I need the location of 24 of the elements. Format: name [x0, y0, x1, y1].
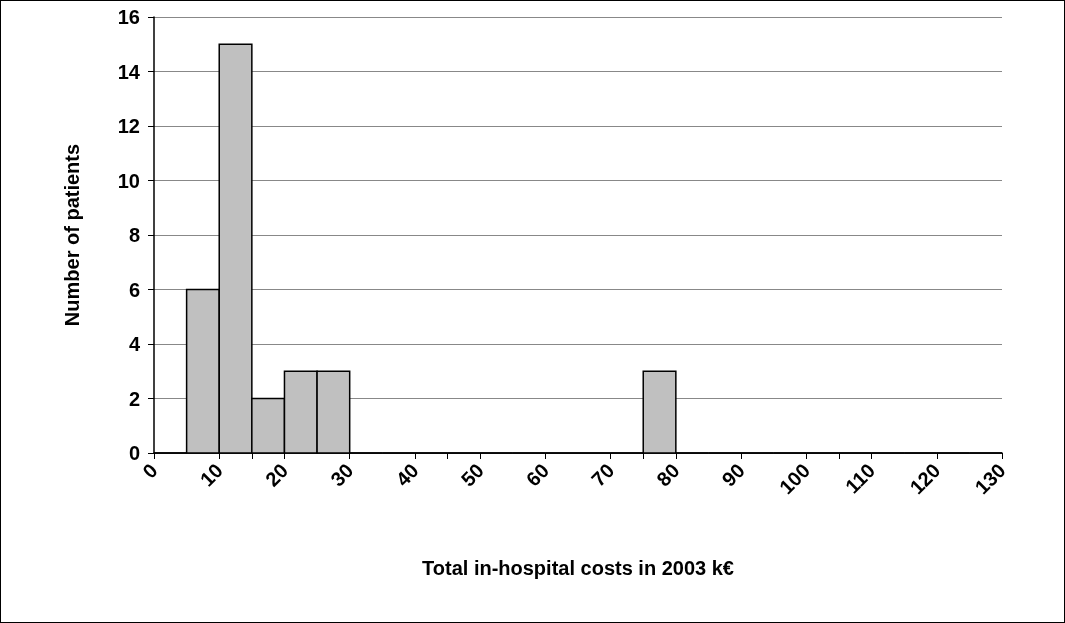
y-tick-label: 8 [128, 224, 140, 246]
x-tick-label: 120 [905, 459, 945, 499]
x-tick-label: 40 [391, 459, 423, 491]
x-tick-label: 70 [587, 459, 619, 491]
x-tick-label: 20 [260, 459, 293, 491]
x-tick-label: 80 [652, 459, 684, 491]
x-tick-label: 50 [456, 459, 488, 491]
y-tick-label: 2 [128, 387, 140, 410]
x-tick-label: 100 [774, 459, 815, 499]
x-axis-title: Total in-hospital costs in 2003 k€ [422, 557, 734, 579]
y-tick-label: 4 [128, 333, 141, 355]
y-tick-label: 6 [128, 278, 140, 301]
x-tick-label: 110 [840, 459, 880, 498]
y-tick-label: 12 [117, 115, 140, 137]
y-tick-label: 0 [128, 442, 140, 464]
x-tick-label: 130 [970, 459, 1010, 499]
y-tick-label: 16 [117, 6, 140, 28]
y-tick-label: 14 [117, 60, 141, 83]
y-tick-label: 10 [117, 169, 140, 192]
x-tick-label: 10 [195, 459, 228, 491]
x-tick-label: 90 [717, 459, 749, 491]
x-tick-label: 60 [521, 459, 554, 491]
x-tick-label: 30 [326, 459, 358, 491]
y-axis-title: Number of patients [61, 143, 83, 327]
